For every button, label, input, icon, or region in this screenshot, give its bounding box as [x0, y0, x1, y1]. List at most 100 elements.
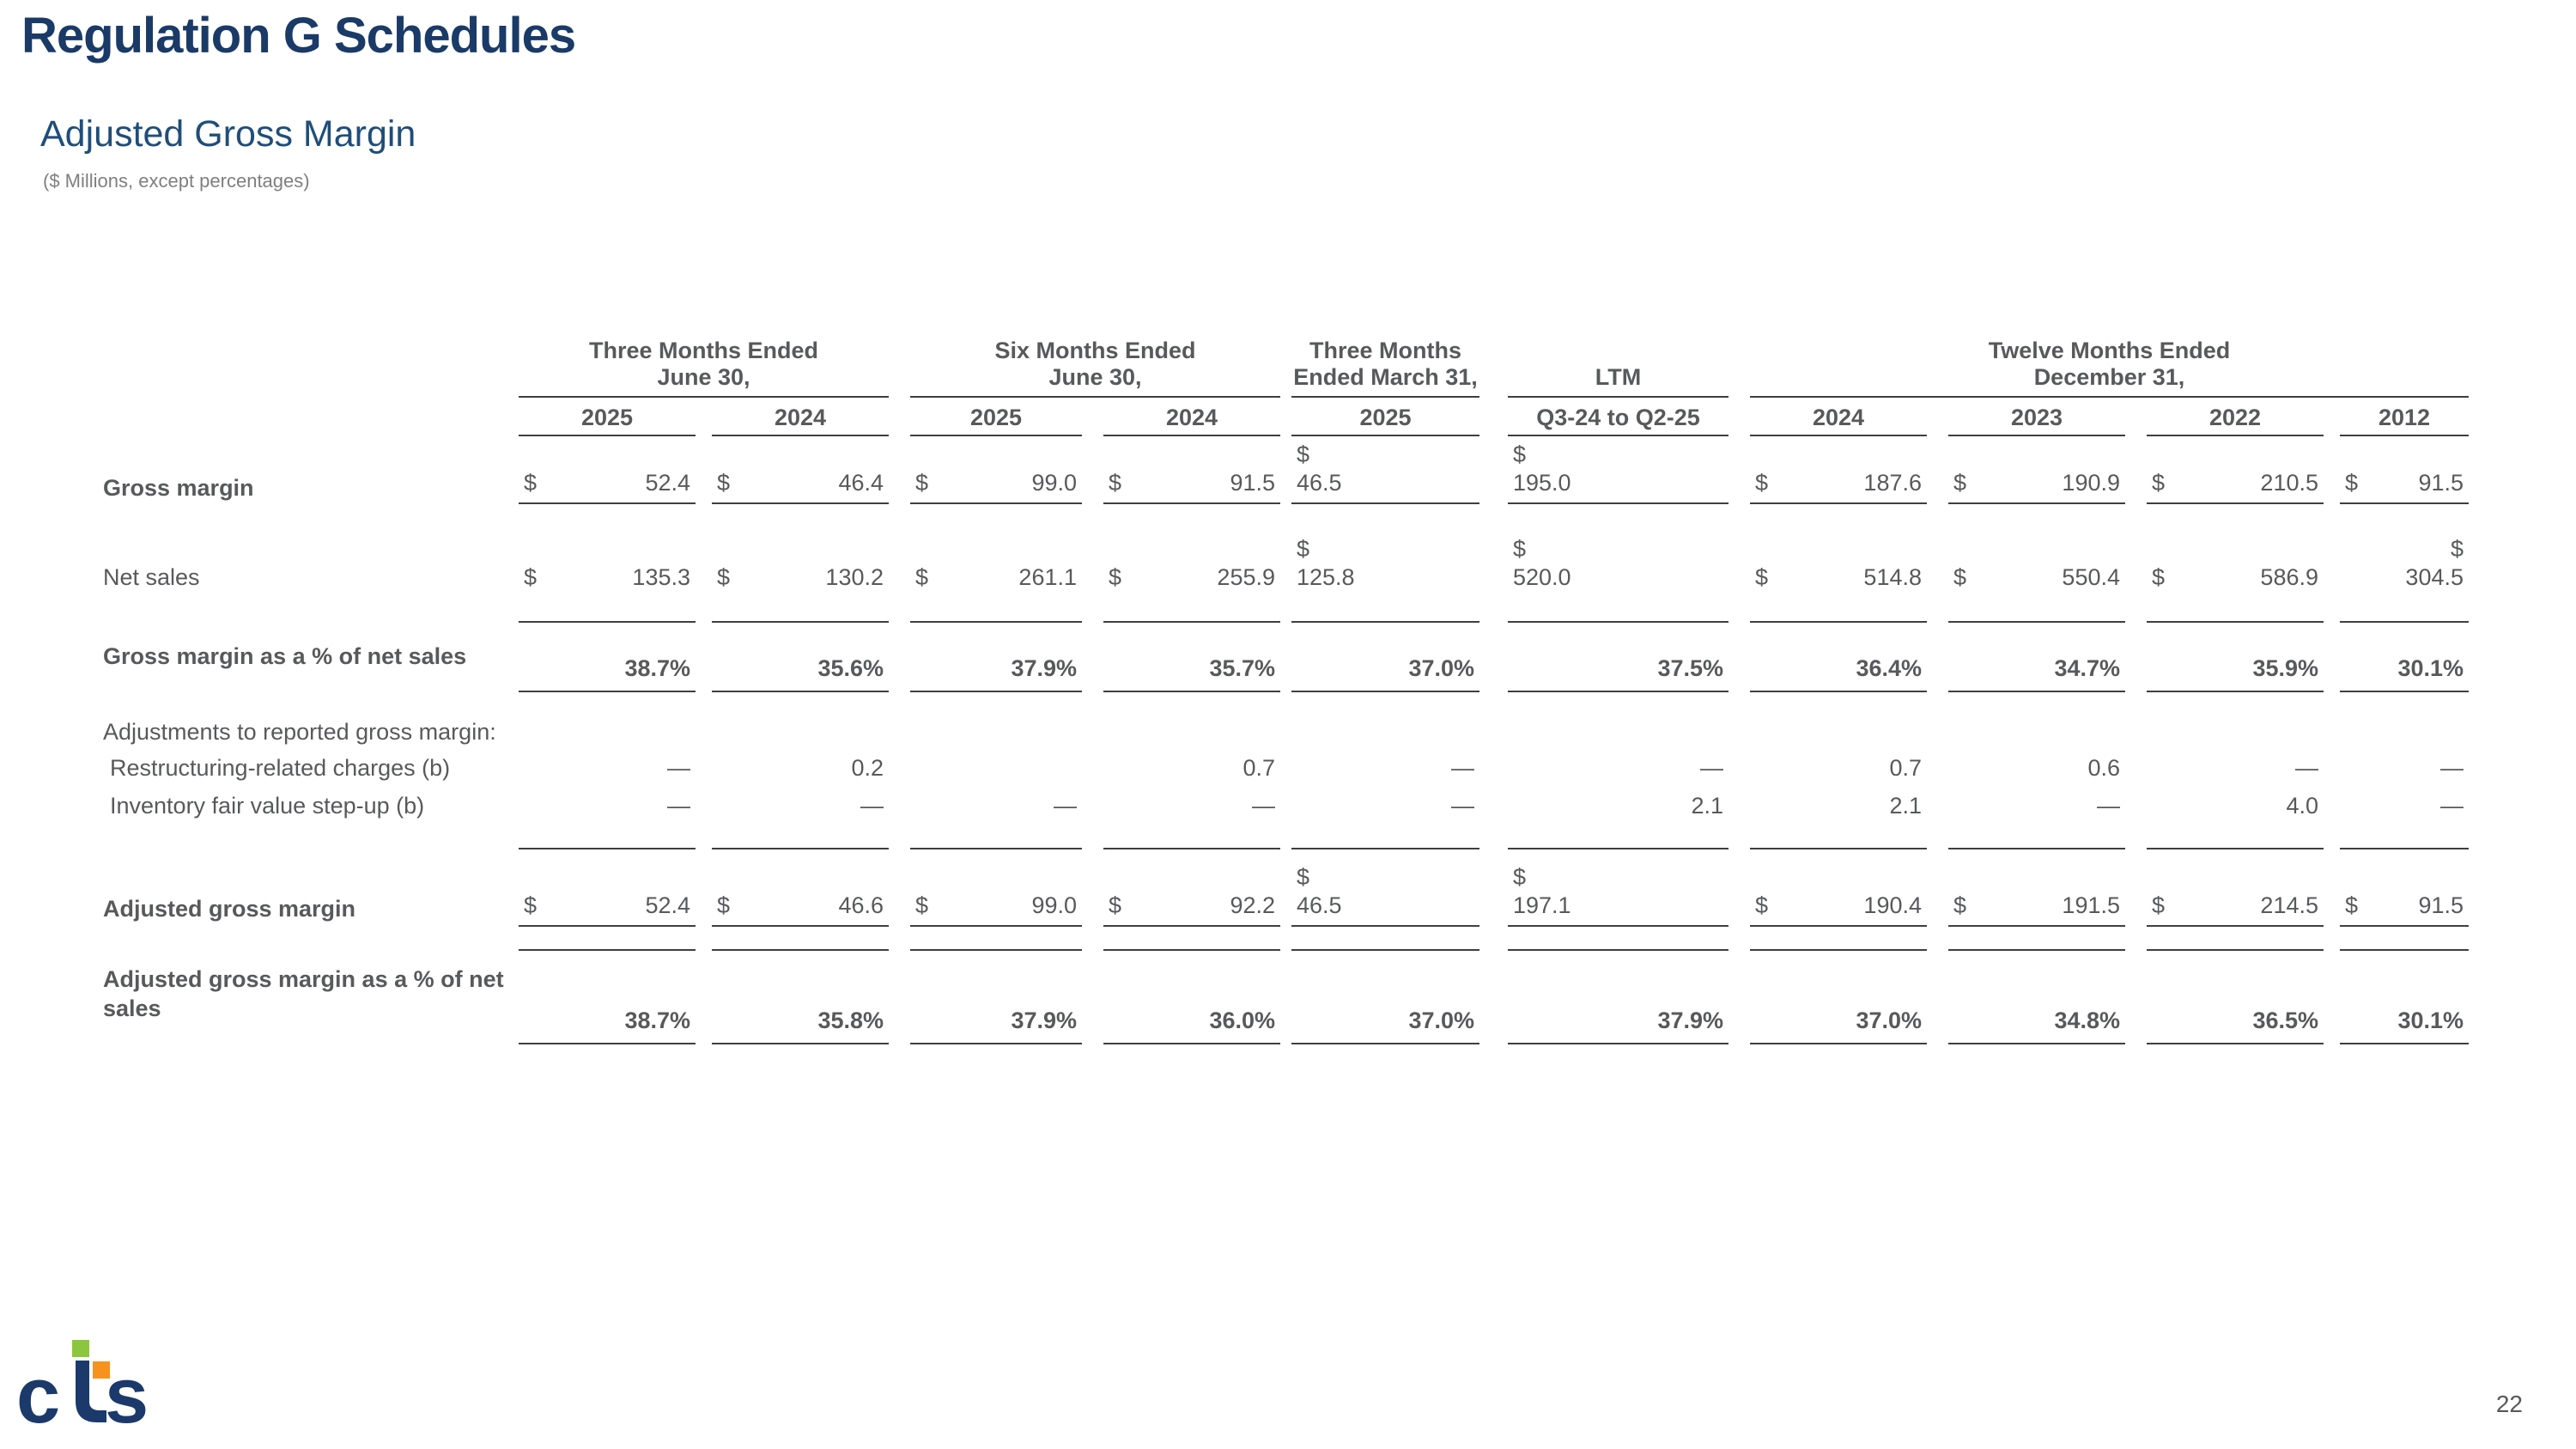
dollar-sign: $ [717, 892, 731, 918]
cell-adjusted-gross-margin-pct-9: 30.1% [2340, 949, 2469, 1044]
value: 37.9% [1011, 655, 1077, 681]
value: 191.5 [2062, 892, 2120, 918]
group-label-line1: Three Months Ended [588, 338, 818, 363]
value: 38.7% [624, 655, 690, 681]
cell-inner: $135.3 [519, 535, 696, 592]
cell-inner: 37.9% [910, 949, 1082, 1044]
logo-letter-c: c [19, 1352, 60, 1429]
table-row-restructuring-charges: Restructuring-related charges (b) — 0.2 0.7… [103, 753, 2469, 781]
dollar-sign: $ [1755, 470, 1769, 496]
column-header-2: 2025 [910, 398, 1103, 436]
cell-inner: $190.9 [1948, 439, 2125, 504]
cell-inner: — [1103, 791, 1280, 820]
cell-inner: 37.9% [1508, 949, 1728, 1044]
dollar-sign: $ [1513, 536, 1527, 562]
dollar-sign: $ [2450, 536, 2464, 562]
cell-adjusted-gross-margin-0: $52.4 [519, 848, 712, 927]
currency-value: $46.5 [1291, 441, 1479, 502]
cell-gross-margin-6: $187.6 [1750, 439, 1948, 504]
column-header-text: 2023 [2010, 405, 2063, 430]
dollar-sign: $ [2152, 470, 2166, 496]
value: 197.1 [1513, 892, 1571, 918]
value: 125.8 [1297, 564, 1355, 590]
cell-inner: 0.6 [1948, 753, 2125, 782]
value: 35.9% [2252, 655, 2318, 681]
value: 0.6 [2087, 755, 2120, 781]
cell-inner: — [712, 791, 889, 820]
value: 255.9 [1217, 564, 1275, 590]
row-label-text: Adjusted gross margin as a % of net sale… [103, 966, 504, 1021]
value: 304.5 [2405, 564, 2464, 590]
cell-inner: $99.0 [910, 848, 1082, 927]
value: 35.6% [817, 655, 884, 681]
value: 135.3 [632, 564, 690, 590]
value: 91.5 [2418, 892, 2464, 918]
column-header-label: 2025 [519, 398, 696, 436]
cell-inner: $190.4 [1750, 848, 1927, 927]
cell-inner: $91.5 [1103, 439, 1280, 504]
financial-table: Three Months Ended June 30, Six Months End… [103, 331, 2469, 1044]
table-row-adjusted-gross-margin-pct: Adjusted gross margin as a % of net sale… [103, 949, 2469, 1044]
cell-inner: — [1291, 753, 1479, 782]
cell-adjusted-gross-margin-pct-0: 38.7% [519, 949, 712, 1044]
dollar-sign: $ [915, 470, 929, 496]
cell-adjusted-gross-margin-4: $46.5 [1291, 848, 1508, 927]
cell-inventory-step-up-9: — [2340, 791, 2469, 820]
column-group-header: Three Months Ended March 31, [1291, 331, 1479, 398]
currency-value: $304.5 [2340, 535, 2469, 592]
currency-value: $46.4 [712, 469, 889, 502]
cell-inner: 34.7% [1948, 621, 2125, 692]
table-group-header-row: Three Months Ended June 30, Six Months End… [103, 331, 2469, 398]
cell-inner: 35.6% [712, 621, 889, 692]
logo-green-square [72, 1340, 89, 1357]
cell-inner: $304.5 [2340, 535, 2469, 592]
cell-restructuring-charges-3: 0.7 [1103, 753, 1291, 782]
currency-value: $99.0 [910, 892, 1082, 925]
value: 30.1% [2397, 1008, 2464, 1033]
cell-gross-margin-3: $91.5 [1103, 439, 1291, 504]
cell-adjusted-gross-margin-1: $46.6 [712, 848, 910, 927]
value: 36.0% [1209, 1008, 1275, 1033]
value: 99.0 [1031, 470, 1077, 496]
cell-gross-margin-pct-6: 36.4% [1750, 621, 1948, 692]
column-header-text: 2025 [969, 405, 1023, 430]
dollar-sign: $ [524, 470, 538, 496]
currency-value: $130.2 [712, 563, 889, 592]
cts-logo-icon: c s [16, 1340, 149, 1440]
dollar-sign: $ [1953, 470, 1967, 496]
currency-value: $92.2 [1103, 892, 1280, 925]
currency-value: $99.0 [910, 469, 1082, 502]
group-label-line2: June 30, [657, 364, 750, 390]
units-note: ($ Millions, except percentages) [43, 170, 310, 192]
dollar-sign: $ [915, 564, 929, 590]
column-group-3: LTM [1508, 331, 1750, 398]
cell-inner: 35.9% [2147, 621, 2324, 692]
row-label: Inventory fair value step-up (b) [103, 791, 519, 820]
cell-inventory-step-up-4: — [1291, 791, 1508, 820]
cell-inventory-step-up-1: — [712, 791, 910, 820]
currency-value: $261.1 [910, 563, 1082, 592]
column-group-2: Three Months Ended March 31, [1291, 331, 1508, 398]
cell-inner: 38.7% [519, 621, 696, 692]
dollar-sign: $ [524, 564, 538, 590]
cell-gross-margin-4: $46.5 [1291, 439, 1508, 504]
table-row-gross-margin: Gross margin $52.4 $46.4 $99.0 $91.5 $46.5 $19… [103, 439, 2469, 504]
cell-restructuring-charges-2 [910, 753, 1103, 782]
cell-inner: $52.4 [519, 439, 696, 504]
column-header-text: 2022 [2208, 405, 2262, 430]
value: 190.4 [1863, 892, 1922, 918]
value: 92.2 [1230, 892, 1275, 918]
logo-letter-s: s [105, 1352, 149, 1429]
table-row-gross-margin-pct: Gross margin as a % of net sales 38.7% 35.… [103, 621, 2469, 692]
value: 586.9 [2260, 564, 2318, 590]
value: 187.6 [1863, 470, 1922, 496]
cell-adjusted-gross-margin-pct-3: 36.0% [1103, 949, 1291, 1044]
cell-inner: — [519, 753, 696, 782]
value: 52.4 [645, 470, 690, 496]
cell-gross-margin-pct-9: 30.1% [2340, 621, 2469, 692]
value: — [1451, 755, 1474, 781]
cell-inventory-step-up-3: — [1103, 791, 1291, 820]
cell-gross-margin-9: $91.5 [2340, 439, 2469, 504]
value: — [2097, 793, 2120, 819]
cell-inner: $214.5 [2147, 848, 2324, 927]
